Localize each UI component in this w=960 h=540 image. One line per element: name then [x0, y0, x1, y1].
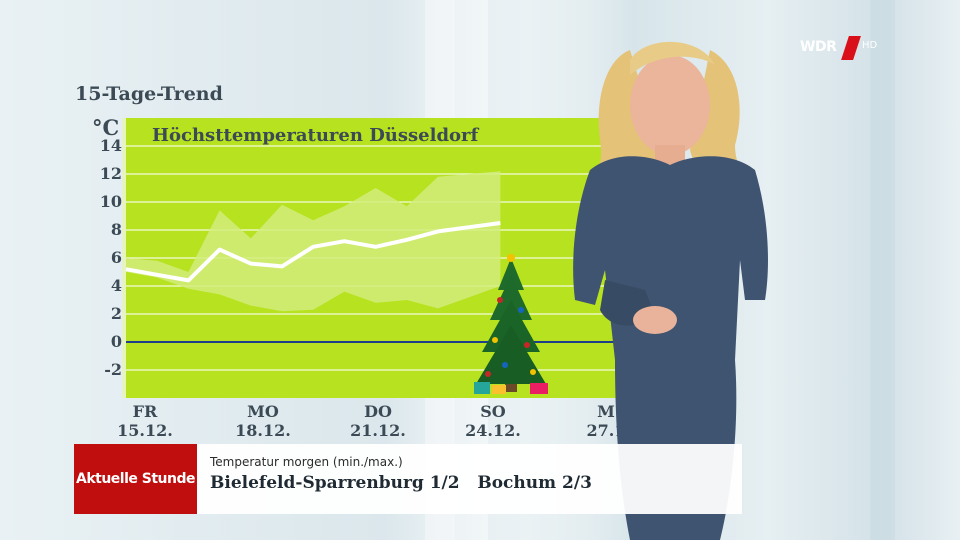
y-tick-label: 4: [110, 276, 122, 295]
temperature-line: [125, 221, 501, 283]
ticker-caption: Temperatur morgen (min./max.): [210, 455, 403, 469]
y-tick-label: 6: [110, 248, 122, 267]
logo-hd-text: HD: [862, 40, 878, 51]
y-tick-label: 14: [99, 136, 122, 155]
x-tick-label: MO 18.12.: [223, 402, 303, 440]
christmas-tree-icon: [474, 254, 548, 394]
x-tick-date: 24.12.: [465, 421, 521, 440]
x-tick-day: DO: [364, 402, 392, 421]
ticker-values: Bielefeld-Sparrenburg 1/2 Bochum 2/3: [210, 473, 592, 493]
x-tick-date: 15.12.: [117, 421, 173, 440]
x-tick-date: 18.12.: [235, 421, 291, 440]
chart-left-strip: [122, 118, 126, 398]
x-tick-label: DO 21.12.: [338, 402, 418, 440]
unit-label: °C: [92, 115, 120, 140]
x-tick-label: SO 24.12.: [453, 402, 533, 440]
y-tick-label: 12: [99, 164, 122, 183]
show-name-badge: Aktuelle Stunde: [74, 444, 197, 514]
forecast-range-band: [126, 171, 501, 312]
y-tick-label: 2: [110, 304, 122, 323]
x-tick-label: FR 15.12.: [105, 402, 185, 440]
x-tick-day: FR: [132, 402, 158, 421]
x-tick-day: MO: [247, 402, 279, 421]
x-tick-label: M 27.1: [566, 402, 646, 440]
x-tick-day: SO: [480, 402, 506, 421]
logo-wdr-text: WDR: [800, 39, 837, 55]
x-tick-date: 27.1: [586, 421, 626, 440]
x-tick-day: M: [597, 402, 615, 421]
y-tick-label: -2: [104, 360, 122, 379]
y-tick-label: 0: [110, 332, 122, 351]
chart-title: Höchsttemperaturen Düsseldorf: [152, 125, 480, 146]
y-tick-label: 10: [99, 192, 122, 211]
trend-title: 15-Tage-Trend: [75, 83, 223, 105]
x-tick-date: 21.12.: [350, 421, 406, 440]
y-tick-label: 8: [110, 220, 122, 239]
